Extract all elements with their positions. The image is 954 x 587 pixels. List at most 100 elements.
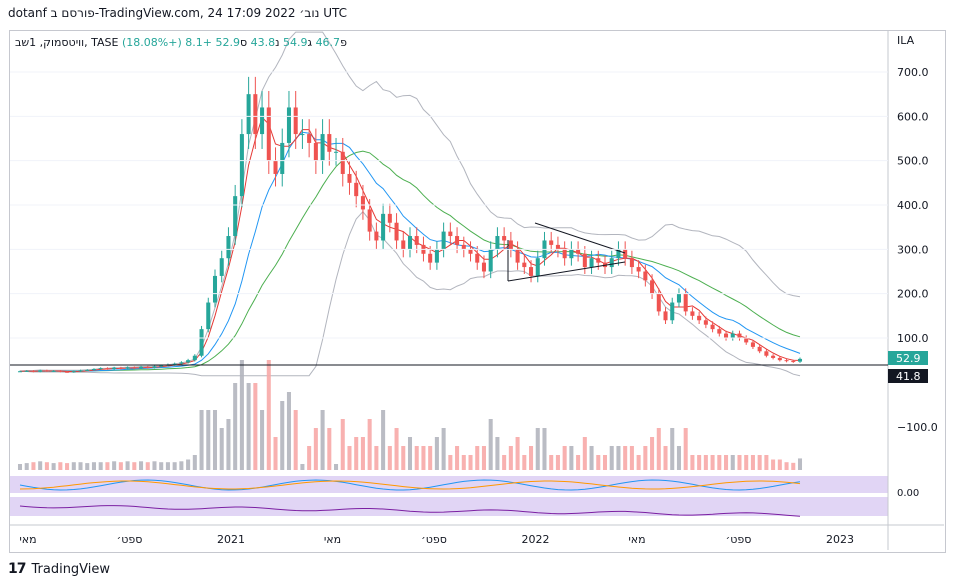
volume-bar [771, 459, 776, 470]
volume-bar [152, 461, 157, 470]
x-tick-label: מאי [324, 533, 341, 546]
tradingview-logo-icon: 17 [8, 561, 27, 577]
candle [461, 244, 466, 250]
candle [91, 369, 96, 371]
candle [192, 355, 197, 361]
volume-bar [145, 462, 150, 470]
volume-bar [703, 455, 708, 470]
volume-bar [300, 464, 305, 470]
candle [98, 368, 103, 370]
candle [273, 160, 278, 174]
volume-bar [730, 455, 735, 470]
volume-bar [51, 463, 56, 470]
volume-bar [542, 428, 547, 470]
y-tick-label: 700.0 [897, 66, 929, 79]
volume-bar [118, 462, 123, 470]
candle [334, 151, 339, 153]
candle [663, 311, 668, 321]
candle [623, 249, 628, 259]
volume-bar [441, 428, 446, 470]
last-price-label: 52.9 [896, 352, 921, 365]
candle [340, 151, 345, 174]
candle [636, 267, 641, 272]
volume-bar [212, 410, 218, 470]
candle [569, 249, 574, 259]
candle [206, 302, 211, 330]
candle [280, 142, 285, 174]
volume-bar [455, 446, 460, 470]
volume-bar [387, 446, 392, 470]
volume-bar [260, 410, 265, 470]
volume-bar [797, 458, 803, 470]
symbol-legend[interactable]: וויטסמוק, 1שב, TASE פ46.7 ג54.9 נ43.8 ס5… [15, 36, 347, 49]
volume-bar [636, 455, 641, 470]
candle [703, 320, 708, 325]
volume-bar [367, 419, 372, 470]
candle [145, 366, 150, 368]
volume-bar [428, 446, 433, 470]
candle [360, 196, 365, 210]
osc-pane-2-bg [10, 497, 888, 516]
volume-bar [139, 461, 144, 470]
candle [535, 258, 540, 276]
candle [286, 107, 291, 143]
candle [293, 107, 298, 135]
volume-bar [286, 392, 291, 470]
volume-bar [623, 446, 628, 470]
candle [730, 333, 735, 338]
volume-bar [495, 437, 500, 470]
candle [71, 371, 76, 373]
bollinger-upper [19, 31, 801, 372]
volume-bar [186, 459, 191, 470]
last-price-tag[interactable] [888, 351, 928, 365]
volume-bar [744, 455, 749, 470]
legend-low-label: נ [275, 36, 280, 49]
candle [643, 271, 648, 281]
volume-bar [488, 419, 493, 470]
candle [307, 134, 312, 143]
volume-bar [381, 410, 386, 470]
price-pane-bg [10, 31, 888, 471]
x-tick-label: 2021 [217, 533, 245, 546]
volume-bar [609, 446, 614, 470]
volume-bar [91, 462, 96, 470]
candle [710, 324, 715, 330]
candle [791, 361, 796, 363]
candle [495, 236, 500, 250]
candle [764, 351, 769, 356]
candle [139, 366, 144, 369]
volume-bar [132, 462, 137, 470]
hline-price-tag[interactable] [888, 369, 928, 383]
volume-bar [764, 455, 769, 470]
candle [65, 371, 70, 373]
volume-bar [192, 455, 197, 470]
volume-bar [112, 461, 117, 470]
volume-bar [394, 428, 399, 470]
volume-bar [24, 463, 29, 470]
volume-bar [690, 455, 695, 470]
candle [233, 196, 238, 237]
candle [750, 342, 755, 347]
volume-bar [199, 410, 204, 470]
volume-bar [407, 437, 413, 470]
candle [448, 231, 453, 237]
legend-close: 52.9 [215, 36, 240, 49]
candle [737, 333, 742, 338]
candle [320, 134, 325, 161]
candle [724, 333, 729, 338]
candle [394, 222, 399, 241]
candle [44, 370, 49, 372]
volume-bar [334, 464, 339, 470]
volume-bar [401, 446, 406, 470]
volume-bar [576, 455, 581, 470]
candle [85, 369, 90, 371]
candle [246, 94, 251, 135]
volume-bar [629, 446, 634, 470]
volume-bar [347, 446, 352, 470]
volume-bar [165, 462, 170, 470]
volume-bar [293, 410, 298, 470]
candle [582, 253, 587, 268]
volume-bar [562, 446, 567, 470]
candle [159, 365, 164, 367]
